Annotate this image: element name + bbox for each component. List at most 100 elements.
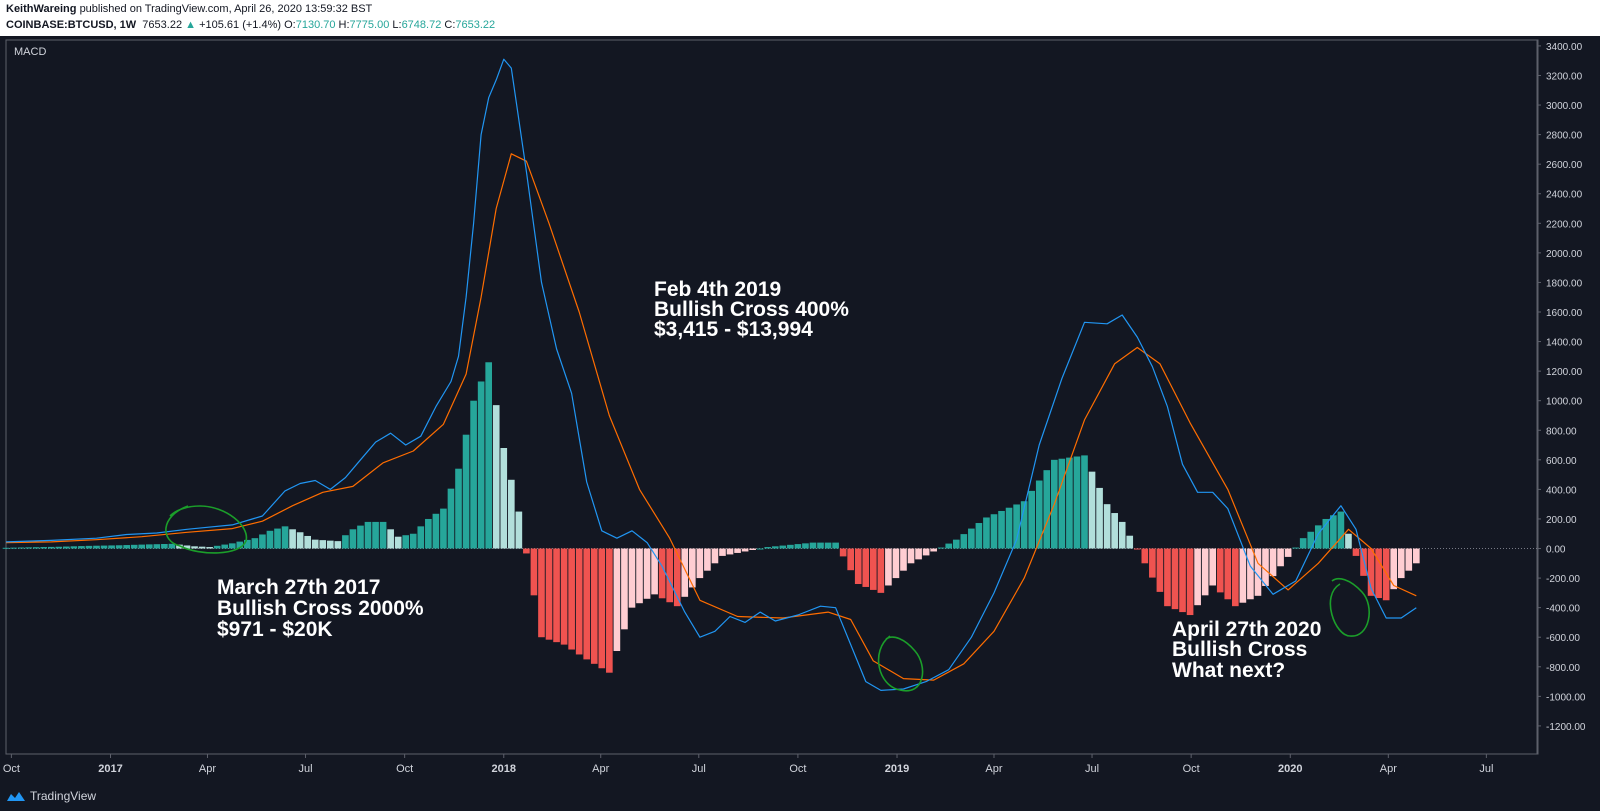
histogram-bar [78,546,85,549]
circle-mark-2017 [165,505,248,554]
histogram-bar [1413,548,1420,564]
tradingview-logo[interactable]: TradingView [6,789,96,803]
histogram-bar [394,536,402,549]
annotation-march-2017: March 27th 2017 Bullish Cross 2000% $971… [217,576,424,641]
histogram-bar [1209,548,1217,586]
chart-area[interactable]: 3400.00 3200.00 3000.00 2800.00 2600.00 2400.… [0,36,1600,782]
y-tick-label: 400.00 [1546,485,1577,496]
histogram-bar [1322,518,1330,549]
histogram-bar [70,546,78,549]
histogram-bar [191,546,198,549]
histogram-bar [1013,504,1020,549]
annotation-april-2020: April 27th 2020 Bullish Cross What next? [1172,618,1321,682]
annotation-april-2020-line1: April 27th 2020 [1172,618,1321,641]
histogram-bar [1382,548,1390,601]
histogram-bar [17,547,25,549]
close-value: 7653.22 [455,19,496,31]
histogram-bar [319,540,327,549]
indicator-label[interactable]: MACD [14,46,46,58]
histogram-bar [1179,548,1186,613]
y-tick-label: 1200.00 [1546,367,1583,378]
histogram-bar [877,548,885,593]
x-tick-label: Jul [298,763,312,775]
time-axis[interactable]: Oct 2017 Apr Jul Oct 2018 Apr Jul Oct 2019 Apr Jul O… [3,754,1494,775]
y-tick-label: -1200.00 [1546,722,1586,733]
histogram-bar [1186,548,1194,616]
x-tick-label: Oct [789,763,806,775]
histogram-bar [968,528,975,549]
histogram-bar [1201,548,1209,596]
y-tick-label: -200.00 [1546,574,1580,585]
histogram-bar [1171,548,1179,610]
high-label: H: [338,19,350,31]
line-series [5,58,1417,691]
histogram-bar [10,547,17,549]
histogram-bar [372,521,379,549]
histogram-bar [85,545,93,549]
histogram-bar [485,362,492,549]
histogram-bar [734,548,741,553]
close-label: C: [444,19,456,31]
histogram-bar [681,548,689,597]
histogram-bar [1254,548,1262,596]
histogram-bar [1020,501,1028,549]
histogram-bar [364,521,372,549]
histogram-bar [719,548,726,556]
annotation-april-2020-line3: What next? [1172,659,1285,682]
histogram-bar [1330,515,1337,549]
histogram-bar [688,548,696,588]
histogram-bar [892,548,900,579]
histogram-bar [251,538,259,549]
histogram-bar [560,548,568,645]
x-tick-label: 2019 [885,763,909,775]
histogram-bar [590,548,598,664]
histogram-bar [198,546,206,549]
histogram-bar [990,514,998,549]
author-name[interactable]: KeithWareing [6,3,77,15]
histogram-bar [296,532,304,549]
histogram-bar [930,548,937,552]
histogram-bar [1345,533,1352,549]
publish-info: KeithWareing published on TradingView.co… [6,3,372,15]
histogram-bar [1390,548,1398,590]
histogram-bar [1005,507,1013,549]
histogram-bar [1103,504,1111,549]
circle-mark-2019 [877,635,924,692]
x-tick-label: Apr [199,763,216,775]
histogram-bar [862,548,870,587]
histogram-bar [651,548,658,595]
histogram-bar [432,513,440,549]
histogram-bar [1397,548,1405,579]
histogram-bar [2,547,10,549]
histogram-bar [1405,548,1413,571]
histogram-bar [123,545,130,549]
chart-header: KeithWareing published on TradingView.co… [0,0,1600,36]
histogram-bar [636,548,643,604]
histogram-bar [470,400,477,549]
annotation-april-2020-line2: Bullish Cross [1172,638,1307,661]
histogram-bar [726,548,734,555]
histogram-bar [756,548,764,550]
histogram-bar [455,468,462,549]
annotation-feb-2019-line3: $3,415 - $13,994 [654,318,813,341]
macd-chart-svg[interactable]: 3400.00 3200.00 3000.00 2800.00 2600.00 2400.… [0,36,1600,782]
histogram-bar [387,529,394,549]
histogram-bar [1073,456,1081,549]
histogram-bar [236,541,244,549]
histogram-bar [583,548,591,660]
histogram-bar [771,546,779,549]
macd-line [5,58,1417,691]
open-label: O: [284,19,296,31]
brand-name: TradingView [30,789,97,803]
histogram-bar [1224,548,1232,600]
y-tick-label: 0.00 [1546,545,1566,556]
price-axis[interactable]: 3400.00 3200.00 3000.00 2800.00 2600.00 2400.… [1537,42,1586,733]
symbol-label[interactable]: COINBASE:BTCUSD, 1W [6,19,137,31]
histogram-bar [40,547,48,549]
histogram-bar [47,546,55,549]
histogram-bar [885,548,892,586]
histogram-bar [545,548,553,640]
histogram-bar [937,547,945,549]
histogram-bar [1307,531,1315,549]
histogram-bar [500,448,508,549]
